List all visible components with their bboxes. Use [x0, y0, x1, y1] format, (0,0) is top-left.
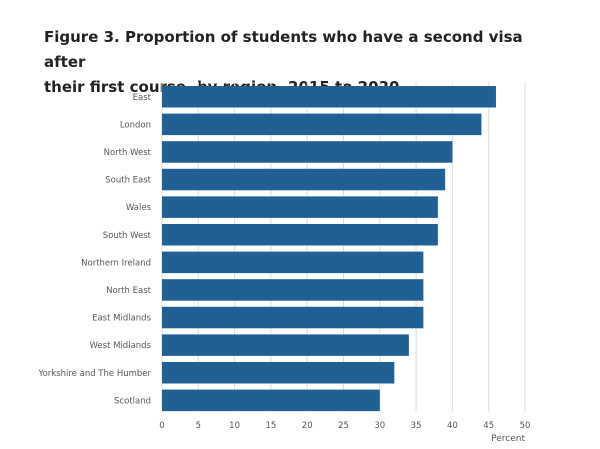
- x-tick-label: 20: [302, 421, 313, 431]
- category-label: South East: [105, 176, 151, 186]
- x-tick-label: 15: [265, 421, 276, 431]
- x-tick-label: 0: [159, 421, 164, 431]
- x-tick-label: 10: [229, 421, 240, 431]
- bar: [162, 389, 380, 412]
- bar: [162, 113, 482, 136]
- gridlines: [161, 82, 526, 412]
- x-tick-label: 50: [520, 421, 531, 431]
- category-labels: East London North West South East Wales South…: [38, 93, 152, 407]
- x-tick-label: 40: [447, 421, 458, 431]
- bar: [162, 306, 424, 329]
- category-label: Yorkshire and The Humber: [38, 369, 152, 379]
- bar: [162, 86, 496, 108]
- x-tick-label: 25: [338, 421, 349, 431]
- category-label: East Midlands: [92, 314, 151, 324]
- bars: [162, 86, 496, 412]
- bar: [162, 279, 424, 301]
- x-tick-label: 30: [374, 421, 385, 431]
- category-label: Wales: [126, 203, 152, 213]
- category-label: West Midlands: [90, 341, 152, 351]
- bar: [162, 362, 395, 384]
- category-label: London: [120, 120, 151, 130]
- category-label: North East: [106, 286, 151, 296]
- category-label: North West: [104, 148, 152, 158]
- category-label: Northern Ireland: [81, 258, 151, 268]
- bar: [162, 224, 438, 246]
- bar: [162, 141, 453, 163]
- category-label: South West: [103, 231, 152, 241]
- category-label: East: [133, 93, 152, 103]
- x-axis-title: Percent: [491, 434, 525, 444]
- x-tick-label: 5: [196, 421, 201, 431]
- bar: [162, 334, 409, 356]
- bar: [162, 251, 424, 274]
- bar: [162, 196, 438, 218]
- bar: [162, 168, 446, 191]
- x-tick-label: 35: [411, 421, 422, 431]
- category-label: Scotland: [114, 396, 151, 406]
- x-tick-label: 45: [483, 421, 494, 431]
- x-axis-ticks: 0 5 10 15 20 25 30 35 40 45 50: [159, 421, 530, 431]
